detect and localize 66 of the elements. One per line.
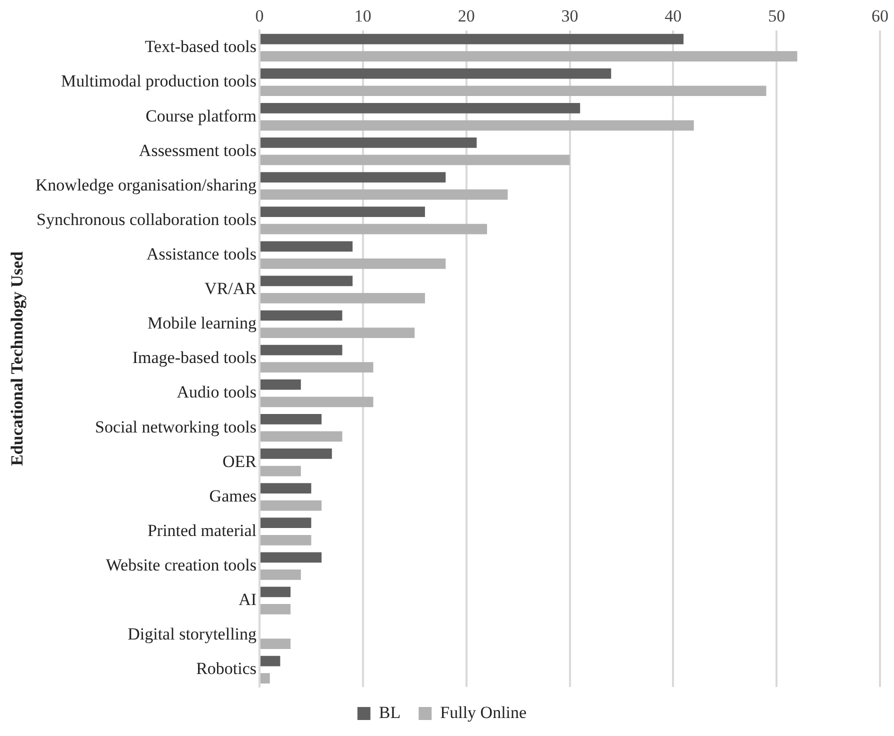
bar — [260, 500, 322, 511]
bar — [260, 138, 477, 148]
y-tick-label: Multimodal production tools — [61, 72, 257, 91]
bar — [260, 172, 446, 182]
bar — [260, 293, 425, 304]
bar — [260, 241, 353, 252]
bar — [260, 68, 612, 79]
bar — [260, 673, 270, 684]
bar — [260, 396, 374, 408]
bar — [260, 206, 425, 218]
y-tick-label: Audio tools — [176, 382, 257, 402]
bar — [260, 224, 488, 234]
bar — [260, 120, 694, 131]
y-tick-label: Printed material — [147, 520, 257, 540]
bar — [260, 483, 312, 494]
bar — [260, 362, 374, 373]
y-tick-label: OER — [222, 452, 258, 471]
bar — [260, 86, 766, 96]
bar — [260, 310, 342, 321]
bar — [260, 586, 291, 598]
bar — [260, 518, 312, 528]
bar — [260, 51, 798, 62]
x-tick-label: 50 — [768, 6, 786, 26]
y-tick-label: Social networking tools — [95, 417, 257, 436]
legend-label: BL — [378, 702, 401, 722]
y-tick-label: Image-based tools — [132, 348, 257, 368]
bar — [260, 604, 291, 614]
y-tick-label: Robotics — [196, 659, 257, 678]
bar — [260, 379, 301, 390]
y-tick-label: AI — [238, 590, 257, 610]
bar — [260, 414, 322, 424]
x-tick-label: 0 — [255, 6, 264, 26]
y-tick-label: Knowledge organisation/sharing — [35, 175, 258, 194]
bar — [260, 328, 415, 338]
bar — [260, 431, 342, 442]
bar — [260, 656, 280, 666]
bar — [260, 448, 332, 459]
bar — [260, 344, 342, 356]
bar — [260, 466, 301, 476]
bar — [260, 189, 508, 200]
bar — [260, 258, 446, 269]
legend-label: Fully Online — [440, 702, 527, 722]
y-tick-label: VR/AR — [204, 279, 258, 298]
bar — [260, 276, 353, 286]
y-tick-label: Games — [209, 486, 257, 506]
bar — [260, 534, 312, 546]
y-tick-label: Course platform — [146, 106, 257, 126]
y-tick-label: Website creation tools — [106, 556, 257, 575]
y-tick-label: Synchronous collaboration tools — [36, 210, 257, 229]
y-tick-label: Mobile learning — [147, 314, 258, 333]
y-axis-title: Educational Technology Used — [8, 250, 27, 466]
bar — [260, 552, 322, 563]
bar — [260, 154, 570, 166]
x-tick-label: 30 — [561, 6, 578, 26]
x-tick-label: 20 — [458, 6, 475, 26]
bar — [260, 102, 580, 114]
bar — [260, 570, 301, 580]
bar — [260, 34, 684, 44]
y-tick-label: Assistance tools — [146, 244, 257, 264]
y-tick-label: Text-based tools — [144, 37, 257, 56]
bar — [260, 638, 291, 649]
y-tick-label: Assessment tools — [138, 140, 257, 160]
x-tick-label: 10 — [354, 6, 372, 26]
x-tick-label: 60 — [872, 6, 888, 26]
y-tick-label: Digital storytelling — [128, 624, 258, 644]
x-tick-label: 40 — [664, 6, 682, 26]
